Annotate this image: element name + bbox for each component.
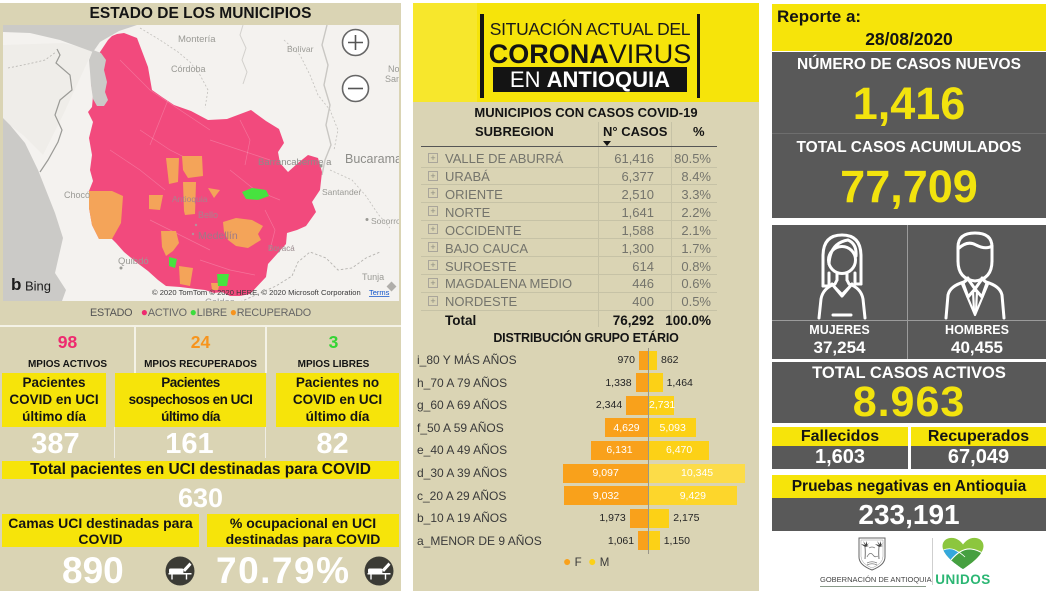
svg-text:Córdoba: Córdoba [171, 64, 206, 74]
svg-text:Medellín: Medellín [198, 230, 238, 242]
svg-text:Caldas: Caldas [205, 297, 235, 301]
svg-text:Antioquia: Antioquia [172, 194, 208, 204]
svg-text:Quibdó: Quibdó [118, 256, 149, 267]
svg-text:Chocó: Chocó [64, 190, 90, 200]
svg-text:Tunja: Tunja [362, 272, 384, 282]
svg-text:© 2020 TomTom © 2020 HERE, © 2: © 2020 TomTom © 2020 HERE, © 2020 Micros… [152, 288, 361, 297]
svg-text:Santander: Santander [322, 187, 361, 197]
svg-text:Montería: Montería [178, 34, 216, 45]
svg-text:Boyacá: Boyacá [268, 244, 295, 253]
svg-text:Barrancaberme a: Barrancaberme a [258, 157, 332, 168]
svg-text:No: No [388, 64, 399, 74]
svg-text:Bucaraman: Bucaraman [345, 152, 399, 166]
svg-text:Bolívar: Bolívar [287, 44, 314, 54]
svg-text:Bello: Bello [198, 210, 218, 220]
svg-text:b: b [11, 275, 21, 294]
svg-text:Terms: Terms [369, 288, 390, 297]
svg-text:San: San [385, 74, 399, 84]
svg-text:Socorro: Socorro [371, 216, 399, 226]
svg-text:Bing: Bing [25, 279, 51, 294]
